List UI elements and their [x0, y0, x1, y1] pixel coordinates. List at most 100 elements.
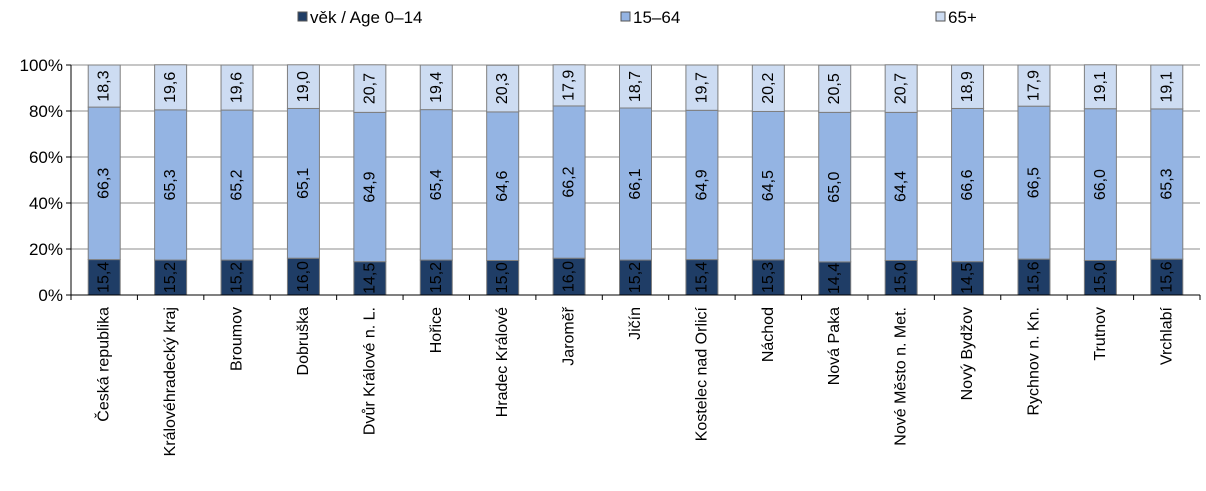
data-label: 20,7 [361, 73, 378, 104]
y-tick-label: 40% [29, 194, 63, 213]
bar-segment [419, 259, 453, 296]
x-tick-label: Nový Bydžov [959, 307, 976, 400]
data-label: 18,3 [96, 70, 113, 101]
data-label: 15,4 [693, 262, 710, 293]
data-label: 19,7 [693, 72, 710, 103]
bar-segment [286, 64, 320, 109]
bar-segment [353, 64, 387, 113]
y-tick-label: 100% [20, 56, 63, 75]
y-tick-label: 20% [29, 240, 63, 259]
data-label: 65,3 [162, 169, 179, 200]
axes: 0% 20% 40% 60% 80% 100% Česká republika Králové… [20, 56, 1201, 456]
bar-segment [552, 257, 586, 296]
legend-label: 15–64 [633, 8, 680, 27]
bar-segment [619, 107, 652, 261]
data-label: 18,7 [627, 71, 644, 102]
data-label: 18,9 [959, 71, 976, 102]
data-label: 15,2 [162, 262, 179, 293]
bar-segment [486, 64, 520, 113]
data-label: 65,4 [428, 169, 445, 200]
bar-segment [1150, 108, 1184, 260]
data-label: 19,6 [162, 72, 179, 103]
data-label: 64,5 [760, 170, 777, 201]
x-tick-label: Česká republika [94, 307, 113, 422]
x-tick-label: Hradec Králové [494, 307, 511, 417]
data-label: 15,0 [1092, 262, 1109, 293]
data-label: 16,0 [295, 261, 312, 292]
bar-segment [884, 64, 918, 113]
x-tick-label: Nové Město n. Met. [893, 307, 910, 446]
data-label: 15,0 [494, 262, 511, 293]
data-label: 17,9 [1025, 70, 1042, 101]
x-tick-label: Broumov [229, 307, 246, 371]
bar-segment [419, 109, 453, 261]
bar-segment [1083, 260, 1117, 296]
bars: 15,4 66,3 18,3 15,2 65,3 19,6 15,2 65,2 19,6 16,0… [87, 64, 1184, 296]
legend-label: 65+ [948, 8, 977, 27]
data-label: 20,3 [494, 73, 511, 104]
data-label: 65,3 [1158, 168, 1175, 199]
bar-segment [685, 64, 719, 111]
data-label: 16,0 [561, 261, 578, 292]
bar-segment [486, 111, 520, 261]
bar-segment [818, 64, 852, 113]
legend-swatch [620, 11, 631, 22]
data-label: 15,6 [1158, 261, 1175, 292]
data-label: 64,6 [494, 171, 511, 202]
data-label: 17,9 [561, 70, 578, 101]
x-tick-label: Trutnov [1092, 307, 1109, 361]
data-label: 64,9 [693, 169, 710, 200]
data-label: 20,7 [893, 73, 910, 104]
y-tick-label: 60% [29, 148, 63, 167]
bar-segment [220, 64, 254, 111]
x-tick-label: Hořice [428, 307, 445, 353]
y-tick-label: 80% [29, 102, 63, 121]
bar-segment [751, 110, 785, 261]
bar-segment [220, 109, 254, 261]
bar-segment [154, 64, 188, 111]
data-label: 66,6 [959, 169, 976, 200]
bar-segment [751, 64, 785, 112]
legend-swatch [935, 11, 946, 22]
bar-segment [1150, 64, 1184, 110]
bar-segment [1083, 64, 1117, 110]
data-label: 64,4 [893, 171, 910, 202]
bar-segment [685, 109, 719, 261]
legend-label: věk / Age 0–14 [310, 8, 422, 27]
bar-segment [87, 259, 121, 296]
data-label: 14,5 [959, 263, 976, 294]
bar-segment [1017, 64, 1051, 107]
bar-segment [486, 260, 520, 296]
data-label: 19,0 [295, 71, 312, 102]
bar-segment [286, 257, 320, 296]
bar-segment [751, 259, 785, 296]
bar-segment [818, 111, 852, 263]
data-label: 66,3 [96, 168, 113, 199]
bar-segment [818, 261, 852, 296]
x-tick-label: Jaroměř [561, 306, 578, 365]
data-label: 15,3 [760, 262, 777, 293]
x-tick-label: Dobruška [295, 307, 312, 376]
x-tick-label: Náchod [760, 307, 777, 362]
data-label: 15,2 [229, 262, 246, 293]
y-tick-label: 0% [38, 286, 63, 305]
bar-segment [552, 105, 586, 259]
data-label: 19,6 [229, 72, 246, 103]
bar-segment [951, 64, 985, 109]
data-label: 14,4 [826, 263, 843, 294]
data-label: 15,0 [893, 262, 910, 293]
bar-segment [353, 261, 387, 296]
bar-segment [419, 64, 453, 111]
x-tick-label: Nová Paka [826, 307, 843, 385]
x-tick-label: Kostelec nad Orlicí [693, 306, 710, 441]
data-label: 66,2 [561, 166, 578, 197]
bar-segment [619, 259, 652, 296]
x-tick-label: Rychnov n. Kn. [1025, 307, 1042, 416]
bar-segment [685, 259, 719, 296]
bar-segment [353, 111, 387, 263]
x-tick-label: Jičín [627, 307, 644, 340]
data-label: 14,5 [361, 263, 378, 294]
bar-segment [87, 64, 121, 108]
